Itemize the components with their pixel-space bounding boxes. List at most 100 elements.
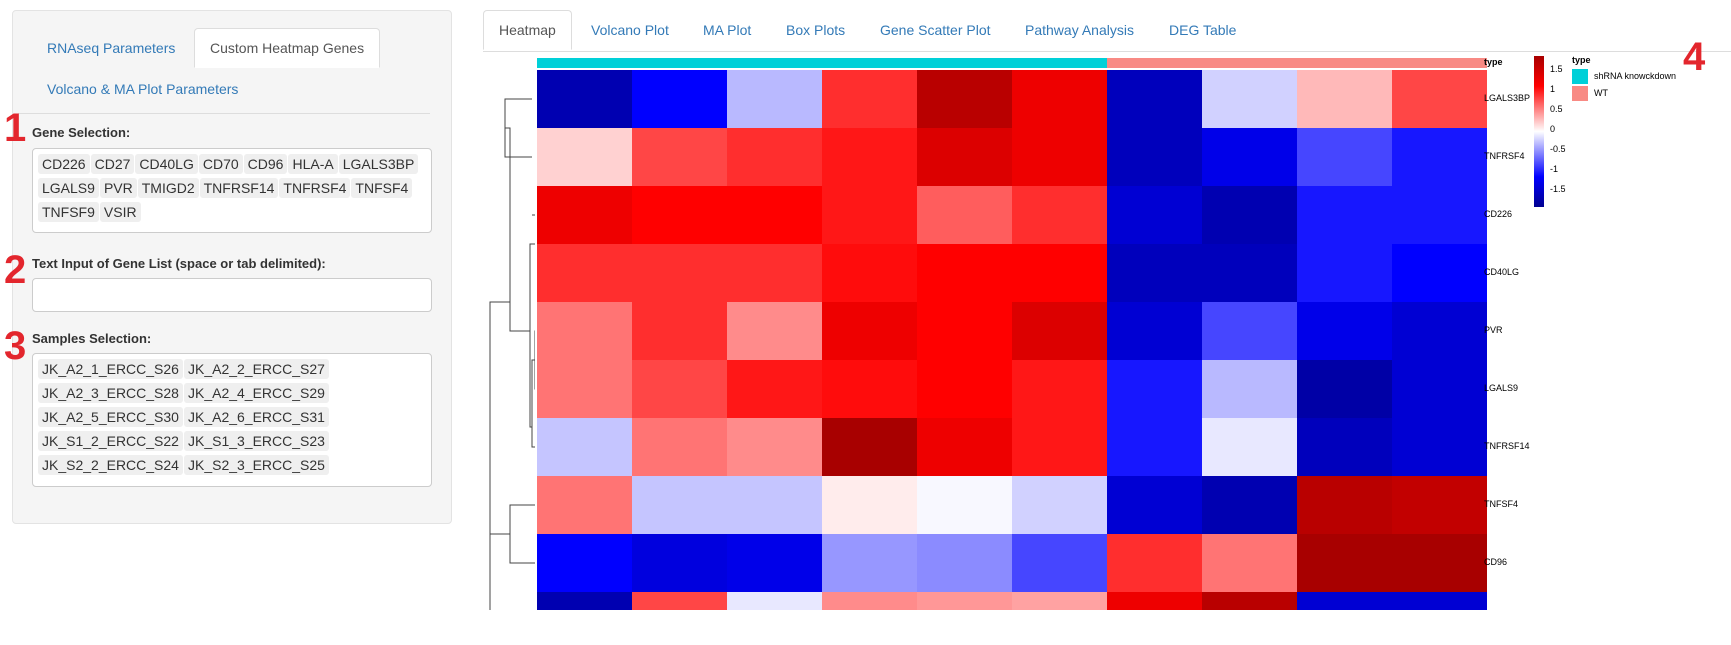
sample-chip[interactable]: JK_S2_2_ERCC_S24 [38,455,183,475]
heatmap-cell [1202,128,1297,186]
heatmap-cell [822,592,917,610]
gene-chip[interactable]: TMIGD2 [137,178,199,198]
annotation-type-label: type [1484,57,1503,67]
heatmap-cell [822,302,917,360]
gene-chip[interactable]: VSIR [99,202,141,222]
gene-selection-label: Gene Selection: [32,125,131,140]
heatmap-cell [1297,128,1392,186]
heatmap-cell [537,70,632,128]
heatmap-cell [1392,128,1487,186]
gene-selection-input[interactable]: CD226 CD27 CD40LG CD70 CD96 HLA-A LGALS3BP LGAL… [32,148,432,233]
dendrogram-branch [489,301,510,535]
gene-chip[interactable]: HLA-A [288,154,338,174]
heatmap-cell [822,128,917,186]
heatmap-cell [727,418,822,476]
heatmap-cell [537,186,632,244]
heatmap-cell [1202,70,1297,128]
heatmap-cell [727,128,822,186]
sample-chip[interactable]: JK_S2_3_ERCC_S25 [183,455,329,475]
heatmap-cell [537,418,632,476]
sample-chip[interactable]: JK_A2_1_ERCC_S26 [38,359,183,379]
heatmap-cell [1012,360,1107,418]
heatmap-cell [1107,186,1202,244]
tab-volcano-plot[interactable]: Volcano Plot [591,22,669,38]
heatmap-cell [1202,534,1297,592]
row-label: TNFSF4 [1484,499,1519,509]
gene-chip[interactable]: CD70 [198,154,243,174]
tab-rnaseq-parameters[interactable]: RNAseq Parameters [47,40,176,56]
gene-list-text-input[interactable] [32,278,432,312]
tab-heatmap[interactable]: Heatmap [483,10,572,50]
step-marker-4: 4 [1683,35,1706,79]
text-input-label: Text Input of Gene List (space or tab de… [32,256,326,271]
main-tabs: Heatmap Volcano Plot MA Plot Box Plots G… [483,10,1731,52]
heatmap-cell [1012,128,1107,186]
tab-deg-table[interactable]: DEG Table [1169,22,1237,38]
heatmap-cell [632,244,727,302]
tab-volcano-ma-parameters[interactable]: Volcano & MA Plot Parameters [47,81,239,97]
heatmap-cell [632,186,727,244]
heatmap-cell [1392,476,1487,534]
heatmap-cell [822,534,917,592]
color-scale-tick: 1 [1550,84,1556,94]
sample-chip[interactable]: JK_A2_3_ERCC_S28 [38,383,183,403]
sample-chip[interactable]: JK_S1_2_ERCC_S22 [38,431,183,451]
row-label: LGALS3BP [1484,93,1531,103]
gene-chip[interactable]: CD96 [243,154,288,174]
heatmap-cell [727,244,822,302]
gene-chip[interactable]: CD40LG [135,154,198,174]
heatmap-cell [1392,360,1487,418]
tab-gene-scatter-plot[interactable]: Gene Scatter Plot [880,22,991,38]
heatmap-cell [727,476,822,534]
gene-chip[interactable]: LGALS3BP [338,154,419,174]
tab-box-plots[interactable]: Box Plots [786,22,846,38]
gene-chip[interactable]: TNFSF9 [38,202,99,222]
heatmap-cell [537,244,632,302]
heatmap-cell [632,360,727,418]
gene-chip[interactable]: CD226 [38,154,90,174]
heatmap-cell [537,302,632,360]
type-legend-swatch [1572,69,1588,84]
heatmap-cell [1297,244,1392,302]
type-legend-label: shRNA knowckdown [1594,71,1677,81]
heatmap-cell [1012,186,1107,244]
step-marker-2: 2 [4,248,27,292]
gene-chip[interactable]: TNFRSF4 [279,178,351,198]
gene-chip[interactable]: PVR [99,178,137,198]
dendrogram-branch [531,359,535,448]
heatmap-cell [1297,360,1392,418]
tab-pathway-analysis[interactable]: Pathway Analysis [1025,22,1134,38]
sample-chip[interactable]: JK_A2_6_ERCC_S31 [183,407,329,427]
gene-chip[interactable]: CD27 [90,154,135,174]
heatmap-cell [1392,302,1487,360]
row-label: LGALS9 [1484,383,1519,393]
sample-chip[interactable]: JK_S1_3_ERCC_S23 [183,431,329,451]
gene-chip[interactable]: TNFRSF14 [199,178,279,198]
heatmap-cell [632,302,727,360]
heatmap-cell [822,244,917,302]
heatmap-cell [917,592,1012,610]
color-scale-tick: -1 [1550,164,1559,174]
heatmap-cell [917,476,1012,534]
heatmap-cell [632,70,727,128]
heatmap-cell [1012,476,1107,534]
sample-chip[interactable]: JK_A2_2_ERCC_S27 [183,359,329,379]
tab-custom-heatmap-genes[interactable]: Custom Heatmap Genes [194,28,381,68]
dendrogram-branch [505,127,530,332]
color-scale-legend [1534,56,1544,207]
tabs-divider [483,51,1731,52]
sidebar-tabs: RNAseq Parameters Custom Heatmap Genes V… [18,18,430,114]
color-scale-tick: 0 [1550,124,1556,134]
heatmap-cell [1202,360,1297,418]
row-label: CD40LG [1484,267,1520,277]
sample-chip[interactable]: JK_A2_5_ERCC_S30 [38,407,183,427]
row-label: TNFRSF14 [1484,441,1530,451]
gene-chip[interactable]: TNFSF4 [351,178,413,198]
heatmap-cell [1392,186,1487,244]
heatmap-cell [1297,418,1392,476]
tab-ma-plot[interactable]: MA Plot [703,22,752,38]
sample-chip[interactable]: JK_A2_4_ERCC_S29 [183,383,329,403]
heatmap-cell [1202,592,1297,610]
gene-chip[interactable]: LGALS9 [38,178,99,198]
samples-selection-input[interactable]: JK_A2_1_ERCC_S26 JK_A2_2_ERCC_S27JK_A2_3_… [32,353,432,487]
